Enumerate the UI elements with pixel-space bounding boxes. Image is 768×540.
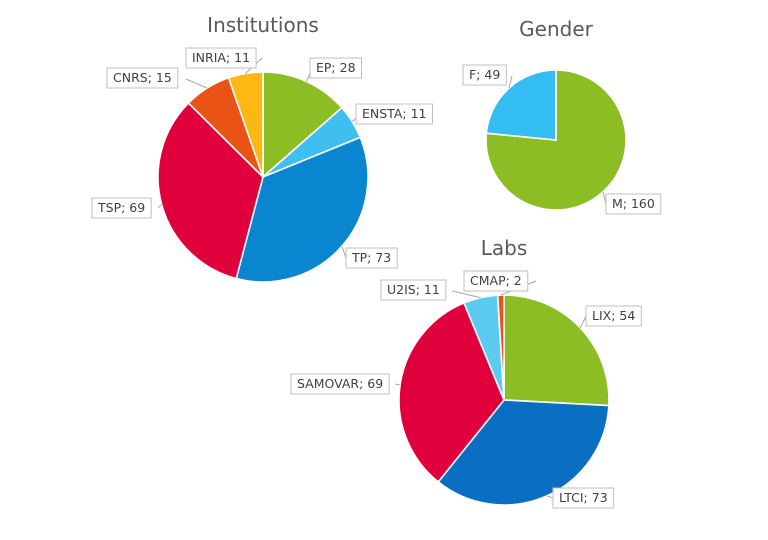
gender-labels: M; 160 F; 49 [462,64,662,215]
labs-label-box-cmap [463,270,529,292]
labs-labels: LIX; 54 LTCI; 73 SAMOVAR; 69 U2IS; 11 CMAP; … [290,270,642,509]
institutions-label-box-ensta [355,103,433,125]
labs-label-box-lix [585,305,642,327]
gender-slice-f [485,69,557,141]
institutions-data-label-ensta: ENSTA; 11 [362,106,427,121]
institutions-data-label-inria: INRIA; 11 [192,50,250,65]
institutions-slice-inria [227,71,264,178]
institutions-slice-ep [262,71,344,179]
labs-label-box-u2is [380,279,447,301]
labs-data-label-cmap: CMAP; 2 [470,273,522,288]
labs-pie-chart: Labs LIX; 54 LTCI; 73 SAMOVAR; 69 U2IS; 11 C… [290,236,642,509]
gender-pie-chart: Gender M; 160 F; 49 [462,17,662,215]
institutions-leader-tp [341,246,347,259]
gender-data-label-f: F; 49 [469,67,500,82]
institutions-chart-title: Institutions [207,13,319,37]
institutions-label-box-ep [309,57,363,79]
labs-slices [398,294,610,506]
institutions-slices [157,71,369,283]
institutions-label-box-tsp [91,197,152,219]
institutions-data-label-ep: EP; 28 [316,60,356,75]
labs-data-label-u2is: U2IS; 11 [387,282,440,297]
labs-label-box-ltci [552,487,615,509]
institutions-leader-cnrs [185,78,208,89]
institutions-pie-chart: Institutions EP; 28 ENSTA; 11 TP; 73 TSP; 6… [91,13,433,283]
gender-chart-title: Gender [519,17,593,41]
institutions-labels: EP; 28 ENSTA; 11 TP; 73 TSP; 69 CNRS; 15 INRI… [91,47,433,269]
labs-data-label-lix: LIX; 54 [592,308,635,323]
institutions-data-label-cnrs: CNRS; 15 [113,70,172,85]
gender-label-box-m [605,193,662,215]
labs-data-label-samovar: SAMOVAR; 69 [297,376,383,391]
labs-leader-ltci [546,495,554,499]
labs-leader-samovar [394,383,401,386]
gender-slices [485,69,627,211]
institutions-label-box-cnrs [106,67,179,89]
labs-slice-samovar [398,301,505,484]
institutions-label-box-inria [185,47,257,69]
gender-data-label-m: M; 160 [612,196,655,211]
labs-data-label-ltci: LTCI; 73 [559,490,608,505]
institutions-leader-tsp [157,204,163,209]
institutions-data-label-tsp: TSP; 69 [97,200,145,215]
labs-slice-ltci [437,399,610,506]
gender-label-box-f [462,64,507,86]
gender-leader-f [508,75,513,89]
institutions-label-box-tp [345,247,398,269]
institutions-data-label-tp: TP; 73 [351,250,391,265]
labs-label-box-samovar [290,373,390,395]
labs-leader-u2is [451,290,481,299]
labs-leader-lix [579,315,587,328]
labs-chart-title: Labs [481,236,528,260]
